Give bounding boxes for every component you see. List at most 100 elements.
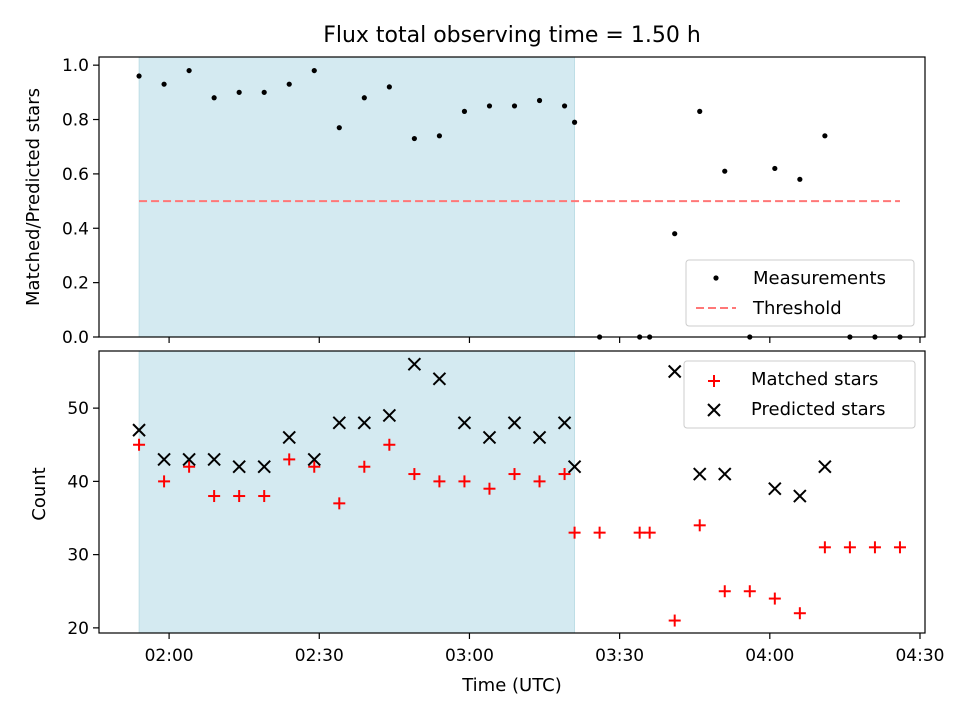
- predicted-star-point: [382, 408, 397, 423]
- predicted-star-point: [332, 416, 346, 430]
- matched-star-point: [593, 526, 606, 539]
- matched-star-point: [893, 541, 906, 554]
- measurement-point: [561, 103, 568, 109]
- predicted-star-point: [182, 452, 196, 467]
- measurement-point: [136, 73, 142, 79]
- legend-threshold-label: Threshold: [752, 298, 842, 319]
- bottom-shade-span: [138, 350, 575, 634]
- top-y-tick-label: 0.0: [62, 328, 89, 348]
- predicted-star-point: [693, 467, 707, 481]
- x-tick-label: 02:00: [145, 646, 194, 666]
- measurement-point: [161, 81, 167, 87]
- top-y-ticks: 0.0 0.2 0.4 0.6 0.8 1.0: [62, 56, 99, 348]
- legend-measurements-label: Measurements: [753, 268, 886, 289]
- measurement-point: [697, 108, 703, 114]
- bottom-y-tick-label: 50: [67, 399, 89, 419]
- predicted-star-point: [357, 416, 372, 430]
- matched-star-point: [693, 519, 706, 532]
- x-tick-label: 04:00: [745, 646, 794, 666]
- x-tick-label: 03:00: [445, 646, 494, 666]
- measurement-point: [822, 133, 828, 139]
- measurement-point: [461, 108, 468, 114]
- matched-star-point: [568, 526, 581, 539]
- top-legend: Measurements Threshold: [685, 259, 915, 327]
- matched-star-point: [533, 475, 546, 488]
- matched-star-point: [483, 482, 496, 495]
- top-y-tick-label: 0.8: [62, 111, 89, 131]
- legend-predicted-marker: [707, 403, 721, 417]
- predicted-star-point: [567, 460, 582, 474]
- matched-star-point: [283, 453, 296, 466]
- top-y-tick-label: 0.2: [62, 274, 89, 294]
- bottom-y-tick-label: 20: [67, 619, 89, 639]
- predicted-star-point: [157, 452, 171, 467]
- measurement-point: [571, 119, 578, 125]
- measurement-point: [186, 67, 192, 74]
- bottom-axes-frame: [98, 350, 926, 634]
- measurement-point: [211, 95, 217, 101]
- predicted-star-point: [307, 452, 321, 467]
- measurement-points: [136, 67, 903, 340]
- predicted-star-point: [232, 460, 246, 474]
- measurement-point: [236, 89, 242, 95]
- measurement-point: [722, 168, 728, 174]
- predicted-star-point: [667, 364, 682, 379]
- predicted-star-point: [768, 481, 782, 496]
- predicted-star-point: [482, 430, 497, 445]
- legend-matched-label: Matched stars: [751, 369, 878, 390]
- matched-star-point: [818, 541, 831, 554]
- count-points: [132, 357, 906, 627]
- chart-title: Flux total observing time = 1.50 h: [323, 23, 701, 48]
- matched-star-point: [208, 490, 221, 503]
- matched-star-point: [508, 468, 521, 481]
- measurement-point: [311, 67, 317, 74]
- matched-star-point: [843, 541, 856, 554]
- measurement-point: [261, 89, 267, 95]
- predicted-star-point: [432, 372, 447, 386]
- measurement-point: [411, 135, 417, 142]
- matched-star-point: [558, 468, 571, 481]
- predicted-star-point: [793, 489, 807, 503]
- measurement-point: [536, 97, 543, 104]
- legend-measurements-marker: [713, 275, 719, 281]
- matched-star-point: [358, 460, 371, 473]
- top-y-axis-label: Matched/Predicted stars: [23, 88, 44, 306]
- matched-star-point: [333, 497, 346, 510]
- matched-star-point: [633, 526, 646, 539]
- predicted-star-point: [532, 430, 547, 445]
- measurement-point: [336, 125, 342, 131]
- matched-star-point: [668, 614, 681, 627]
- bottom-y-axis-label: Count: [29, 467, 50, 520]
- predicted-star-point: [718, 467, 732, 481]
- measurement-point: [386, 84, 392, 90]
- predicted-star-point: [257, 460, 271, 474]
- measurement-point: [286, 81, 292, 87]
- matched-star-point: [458, 475, 471, 488]
- top-panel: 0.0 0.2 0.4 0.6 0.8 1.0 Matched/Predicted sta…: [23, 56, 926, 348]
- legend-matched-marker: [708, 375, 720, 387]
- x-tick-label: 02:30: [295, 646, 344, 666]
- measurement-point: [672, 231, 678, 237]
- predicted-star-point: [132, 423, 146, 437]
- bottom-x-ticks: 02:00 02:30 03:00 03:30 04:00 04:30: [145, 633, 944, 666]
- predicted-star-point: [282, 430, 296, 445]
- predicted-star-point: [818, 460, 832, 474]
- measurement-point: [772, 165, 778, 172]
- x-axis-label: Time (UTC): [461, 675, 562, 696]
- matched-star-point: [408, 468, 421, 481]
- top-x-ticks: [168, 337, 921, 343]
- matched-star-point: [743, 585, 756, 598]
- bottom-y-tick-label: 30: [67, 546, 89, 566]
- legend-predicted-label: Predicted stars: [751, 399, 885, 420]
- bottom-legend: Matched stars Predicted stars: [683, 360, 916, 429]
- x-tick-label: 04:30: [895, 646, 944, 666]
- measurement-point: [486, 103, 493, 109]
- predicted-star-point: [207, 452, 221, 467]
- matched-star-point: [793, 607, 806, 620]
- matched-star-point: [133, 438, 146, 451]
- matched-star-point: [233, 490, 246, 503]
- top-axes-frame: [98, 56, 926, 338]
- x-tick-label: 03:30: [595, 646, 644, 666]
- predicted-star-point: [407, 357, 422, 371]
